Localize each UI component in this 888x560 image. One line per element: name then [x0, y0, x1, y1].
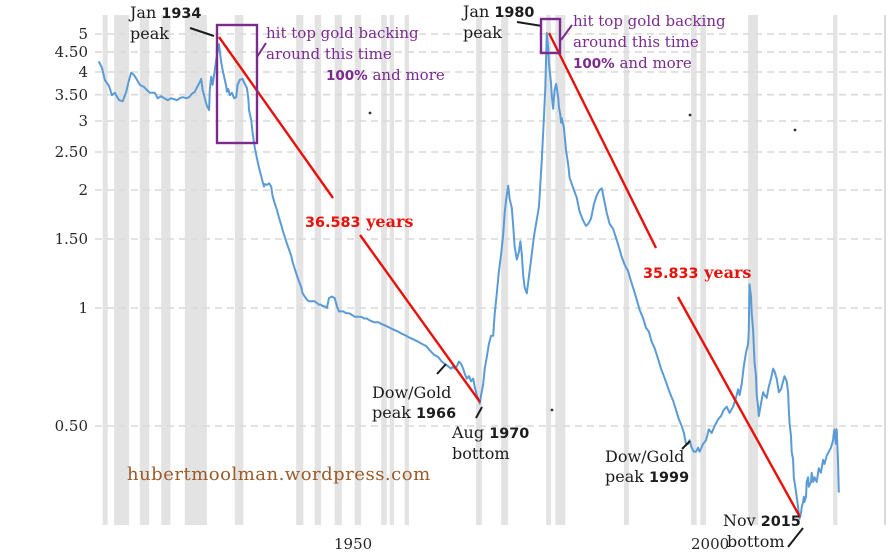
- annotation-line: Dow/Gold: [605, 447, 685, 466]
- x-axis-label: 2000: [691, 535, 730, 553]
- note-line: 100% and more: [573, 54, 692, 72]
- cycle-trend-line: [547, 32, 658, 249]
- cycle-length-label-1: 36.583 years: [305, 212, 414, 231]
- recession-band: [184, 15, 207, 525]
- recession-band: [404, 15, 409, 525]
- note-line: hit top gold backing: [266, 24, 419, 42]
- recession-band: [833, 15, 838, 525]
- speck-dot: [793, 128, 797, 132]
- gold-backing-note-1: hit top gold backing around this time 10…: [266, 23, 445, 87]
- annotation-line: bottom: [727, 532, 785, 551]
- recession-band: [546, 15, 552, 525]
- annotation-line: bottom: [452, 444, 510, 463]
- annotation-line: Nov 2015: [723, 511, 801, 530]
- annotation-dow-gold-peak-1999: Dow/Gold peak 1999: [605, 447, 689, 488]
- annotation-leader-line: [475, 406, 483, 419]
- recession-band: [102, 15, 108, 525]
- annotation-line: peak 1999: [605, 467, 690, 486]
- annotation-line: peak 1966: [372, 403, 457, 422]
- annotation-leader-line: [681, 440, 691, 450]
- note-line: 100% and more: [326, 66, 445, 84]
- cycle-length-label-2: 35.833 years: [643, 263, 752, 282]
- callout-connector-line: [560, 24, 573, 41]
- annotation-leader-line: [787, 527, 804, 548]
- recession-band: [114, 15, 130, 525]
- y-axis-label: 0.50: [54, 417, 88, 435]
- recession-band: [700, 15, 706, 525]
- annotation-leader-line: [436, 363, 447, 375]
- annotation-line: Dow/Gold: [372, 383, 452, 402]
- recession-band: [354, 15, 362, 525]
- gold-backing-note-2: hit top gold backing around this time 10…: [573, 11, 726, 75]
- recession-band: [314, 15, 322, 525]
- annotation-leader-line: [189, 27, 215, 37]
- speck-dot: [688, 113, 692, 117]
- note-line: around this time: [266, 45, 392, 63]
- annotation-line: Jan 1980: [463, 2, 535, 21]
- watermark-url: hubertmoolman.wordpress.com: [127, 464, 431, 485]
- note-line: hit top gold backing: [573, 12, 726, 30]
- note-line: around this time: [573, 33, 699, 51]
- y-axis-label: 3: [78, 112, 88, 130]
- y-axis-label: 3.50: [54, 86, 88, 104]
- recession-band: [476, 15, 482, 525]
- annotation-line: Jan 1934: [130, 3, 202, 22]
- y-axis-label: 4.50: [54, 43, 88, 61]
- recession-band: [501, 15, 509, 525]
- y-axis-label: 1: [78, 299, 88, 317]
- recession-band: [334, 15, 342, 525]
- y-axis-label: 5: [78, 25, 88, 43]
- annotation-jan-1980-peak: Jan 1980 peak: [463, 2, 534, 43]
- recession-band: [691, 15, 697, 525]
- annotation-leader-line: [516, 21, 543, 27]
- annotation-dow-gold-peak-1966: Dow/Gold peak 1966: [372, 383, 456, 424]
- y-axis-label: 4: [78, 63, 88, 81]
- speck-dot: [550, 408, 554, 412]
- recession-band: [296, 15, 304, 525]
- cycle-trend-line: [359, 234, 481, 403]
- y-axis-label: 1.50: [54, 230, 88, 248]
- recession-band: [139, 15, 150, 525]
- recession-band: [161, 15, 171, 525]
- annotation-line: peak: [130, 24, 169, 43]
- callout-connector-line: [256, 42, 267, 58]
- ratio-line-series: [98, 32, 840, 520]
- annotation-aug-1970-bottom: Aug 1970 bottom: [452, 423, 529, 464]
- x-axis-label: 1950: [334, 535, 373, 553]
- y-axis-label: 2: [78, 181, 88, 199]
- annotation-line: Aug 1970: [452, 423, 530, 442]
- recession-band: [555, 15, 566, 525]
- recession-band: [389, 15, 394, 525]
- annotation-nov-2015-bottom: Nov 2015 bottom: [723, 511, 801, 552]
- annotation-line: peak: [463, 23, 502, 42]
- recession-band: [748, 15, 759, 525]
- peak-highlight-box: [215, 23, 259, 145]
- cycle-trend-line: [218, 36, 334, 199]
- speck-dot: [368, 111, 372, 115]
- peak-highlight-box: [539, 17, 562, 55]
- cycle-trend-line: [676, 296, 802, 518]
- annotation-jan-1934-peak: Jan 1934 peak: [130, 3, 201, 44]
- y-axis-label: 2.50: [54, 143, 88, 161]
- recession-band: [234, 15, 244, 525]
